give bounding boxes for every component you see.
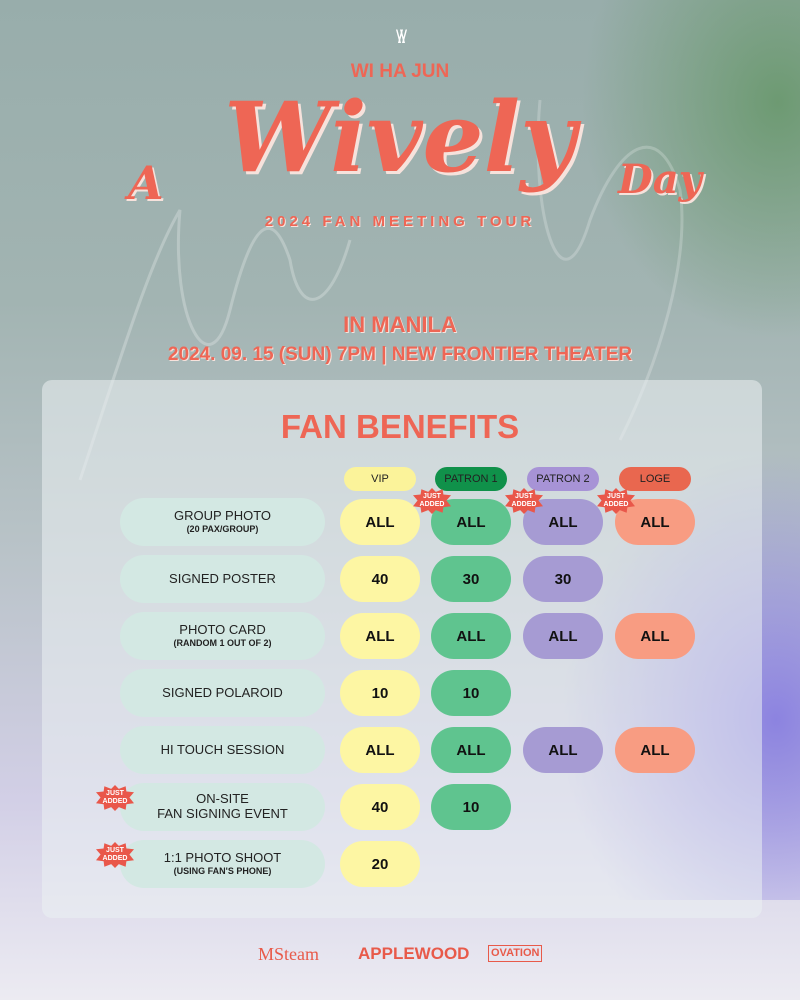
benefit-label: SIGNED POSTER [120,555,325,603]
benefit-label: SIGNED POLAROID [120,669,325,717]
city: IN MANILA [343,312,457,337]
benefit-name: SIGNED POSTER [169,570,276,586]
tier-header-2: PATRON 2 [527,467,599,491]
benefit-label: ON-SITE FAN SIGNING EVENT [120,783,325,831]
benefit-note: (RANDOM 1 OUT OF 2) [173,638,272,649]
benefit-cell: ALL [431,499,511,545]
benefit-cell: ALL [615,613,695,659]
sponsor-ovation: OVATION [488,945,543,962]
benefit-cell: ALL [615,727,695,773]
background-signature [78,99,684,481]
benefit-cell: ALL [340,499,420,545]
event-title: Wively [224,81,576,194]
benefit-name: GROUP PHOTO [173,508,272,524]
tour-subtitle: 2024 FAN MEETING TOUR [264,213,536,230]
benefit-cell: 30 [431,556,511,602]
benefit-label: 1:1 PHOTO SHOOT (USING FAN'S PHONE) [120,840,325,888]
benefit-name: 1:1 PHOTO SHOOT [163,850,282,866]
benefit-label: PHOTO CARD (RANDOM 1 OUT OF 2) [120,612,325,660]
benefit-note: (20 PAX/GROUP) [186,524,259,535]
title-a: A [128,156,164,210]
benefit-cell: ALL [523,613,603,659]
benefit-note: (USING FAN'S PHONE) [173,866,272,877]
background-foliage [580,0,800,340]
benefit-cell: 30 [523,556,603,602]
sponsor-applewood: APPLEWOOD [358,944,470,963]
benefit-cell: 10 [431,670,511,716]
benefit-cell: ALL [431,727,511,773]
benefit-cell: 10 [340,670,420,716]
benefit-cell: ALL [431,613,511,659]
artist-name: WI HA JUN [350,61,450,82]
benefit-cell: ALL [340,613,420,659]
benefit-cell: ALL [523,727,603,773]
benefit-label: HI TOUCH SESSION [120,726,325,774]
sponsor-msteam: MSteam [258,944,319,964]
tier-header-0: VIP [344,467,416,491]
benefit-name: PHOTO CARD [179,622,266,638]
benefit-cell: 40 [340,556,420,602]
benefit-name: HI TOUCH SESSION [160,741,285,757]
benefit-name: SIGNED POLAROID [162,684,283,700]
benefits-title: FAN BENEFITS [280,408,520,445]
wi-logo: \/\/ [395,27,407,47]
benefit-name: ON-SITE FAN SIGNING EVENT [157,791,288,821]
title-day: Day [618,156,702,203]
benefit-label: GROUP PHOTO (20 PAX/GROUP) [120,498,325,546]
date-venue: 2024. 09. 15 (SUN) 7PM | NEW FRONTIER TH… [167,344,633,365]
benefit-cell: ALL [340,727,420,773]
tier-header-1: PATRON 1 [435,467,507,491]
benefit-cell: 10 [431,784,511,830]
benefit-cell: 20 [340,841,420,887]
tier-header-3: LOGE [619,467,691,491]
benefit-cell: 40 [340,784,420,830]
